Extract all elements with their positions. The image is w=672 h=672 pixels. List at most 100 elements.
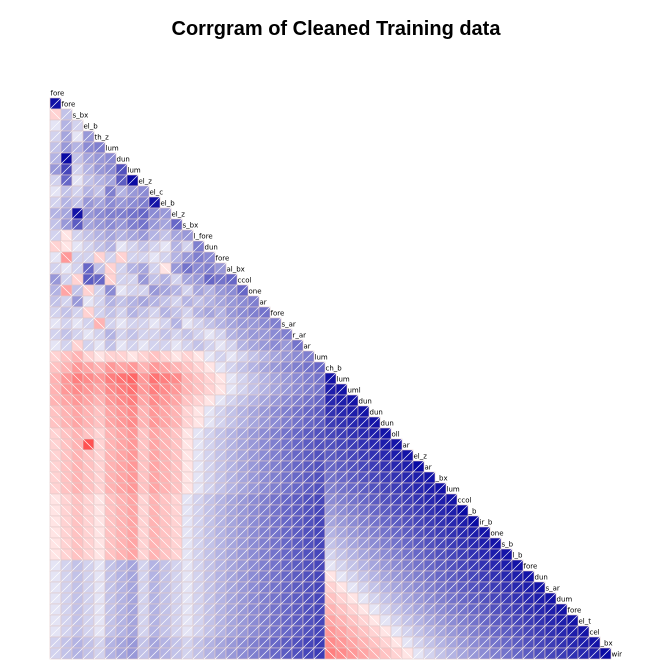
corr-cell-hatch — [71, 306, 84, 319]
corr-cell-hatch — [82, 361, 95, 374]
corr-cell-hatch — [192, 460, 205, 473]
corr-cell-hatch — [137, 449, 150, 462]
corr-cell-hatch — [170, 394, 183, 407]
diagonal-label: s_bx — [183, 221, 199, 229]
corr-cell-hatch — [203, 262, 216, 275]
corr-cell-hatch — [203, 251, 216, 264]
corr-cell-hatch — [500, 548, 513, 561]
corr-cell-hatch — [269, 416, 282, 429]
corr-cell-hatch — [82, 603, 95, 616]
corr-cell-hatch — [324, 449, 337, 462]
corr-cell-hatch — [126, 372, 139, 385]
corr-cell-hatch — [104, 339, 117, 352]
corr-cell-hatch — [148, 581, 161, 594]
corr-cell-hatch — [324, 581, 337, 594]
corr-cell-hatch — [324, 603, 337, 616]
corr-cell-hatch — [280, 493, 293, 506]
corr-cell-hatch — [236, 570, 249, 583]
corr-cell-hatch — [412, 614, 425, 627]
corr-cell-hatch — [115, 339, 128, 352]
corr-cell-hatch — [247, 383, 260, 396]
corr-cell-hatch — [335, 581, 348, 594]
corr-cell-hatch — [93, 163, 106, 176]
corr-cell-hatch — [335, 394, 348, 407]
corr-cell-hatch — [456, 614, 469, 627]
corr-cell-hatch — [159, 218, 172, 231]
corr-cell-hatch — [379, 581, 392, 594]
corr-cell-hatch — [324, 438, 337, 451]
corr-cell-hatch — [60, 141, 73, 154]
corr-cell-hatch — [247, 526, 260, 539]
corr-cell-hatch — [379, 526, 392, 539]
corr-cell-hatch — [379, 482, 392, 495]
corr-cell-hatch — [104, 229, 117, 242]
corr-cell-hatch — [302, 636, 315, 649]
corr-cell-hatch — [357, 614, 370, 627]
corr-cell-hatch — [302, 559, 315, 572]
corr-cell-hatch — [49, 570, 62, 583]
corr-cell-hatch — [258, 504, 271, 517]
corr-cell-hatch — [368, 493, 381, 506]
corr-cell-hatch — [93, 471, 106, 484]
corr-cell-hatch — [445, 603, 458, 616]
corr-cell-hatch — [71, 240, 84, 253]
corr-cell-hatch — [148, 317, 161, 330]
corr-cell-hatch — [82, 614, 95, 627]
corr-cell-hatch — [49, 416, 62, 429]
corr-cell-hatch — [401, 647, 414, 660]
corr-cell-hatch — [82, 306, 95, 319]
corr-cell-hatch — [82, 251, 95, 264]
corr-cell-hatch — [346, 416, 359, 429]
corr-cell-hatch — [379, 559, 392, 572]
corr-cell-hatch — [49, 405, 62, 418]
corr-cell-hatch — [467, 548, 480, 561]
corr-cell-hatch — [49, 273, 62, 286]
diagonal-label: one — [249, 287, 262, 295]
corr-cell-hatch — [49, 460, 62, 473]
corr-cell-hatch — [346, 625, 359, 638]
corr-cell-hatch — [225, 460, 238, 473]
corr-cell-hatch — [82, 471, 95, 484]
corr-cell-hatch — [291, 504, 304, 517]
corr-cell-hatch — [49, 581, 62, 594]
corr-cell-hatch — [280, 636, 293, 649]
corr-cell-hatch — [346, 493, 359, 506]
corr-cell-hatch — [291, 372, 304, 385]
corr-cell-hatch — [104, 196, 117, 209]
corr-cell-hatch — [423, 482, 436, 495]
corr-cell-hatch — [357, 548, 370, 561]
corr-cell-hatch — [478, 548, 491, 561]
corr-cell-hatch — [291, 427, 304, 440]
corr-cell-hatch — [214, 548, 227, 561]
corr-cell-hatch — [324, 570, 337, 583]
corr-cell-hatch — [71, 515, 84, 528]
corr-cell-hatch — [82, 229, 95, 242]
corr-cell-hatch — [181, 493, 194, 506]
corr-cell-hatch — [467, 592, 480, 605]
corr-cell-hatch — [236, 306, 249, 319]
corr-cell-hatch — [115, 262, 128, 275]
corr-cell-hatch — [533, 636, 546, 649]
corr-cell-hatch — [71, 284, 84, 297]
corr-cell-hatch — [137, 328, 150, 341]
corr-cell-hatch — [236, 416, 249, 429]
corr-cell-hatch — [434, 647, 447, 660]
corr-cell-hatch — [368, 449, 381, 462]
corr-cell-hatch — [192, 471, 205, 484]
corr-cell-hatch — [192, 306, 205, 319]
corr-cell-hatch — [49, 97, 62, 110]
corr-cell-hatch — [522, 614, 535, 627]
corr-cell-hatch — [60, 229, 73, 242]
corr-cell-hatch — [137, 383, 150, 396]
corr-cell-hatch — [181, 482, 194, 495]
corr-cell-hatch — [203, 537, 216, 550]
corr-cell-hatch — [412, 647, 425, 660]
corr-cell-hatch — [269, 548, 282, 561]
corr-cell-hatch — [49, 361, 62, 374]
corr-cell-hatch — [280, 438, 293, 451]
corr-cell-hatch — [456, 559, 469, 572]
corr-cell-hatch — [467, 625, 480, 638]
corr-cell-hatch — [247, 515, 260, 528]
corr-cell-hatch — [49, 229, 62, 242]
corr-cell-hatch — [434, 636, 447, 649]
